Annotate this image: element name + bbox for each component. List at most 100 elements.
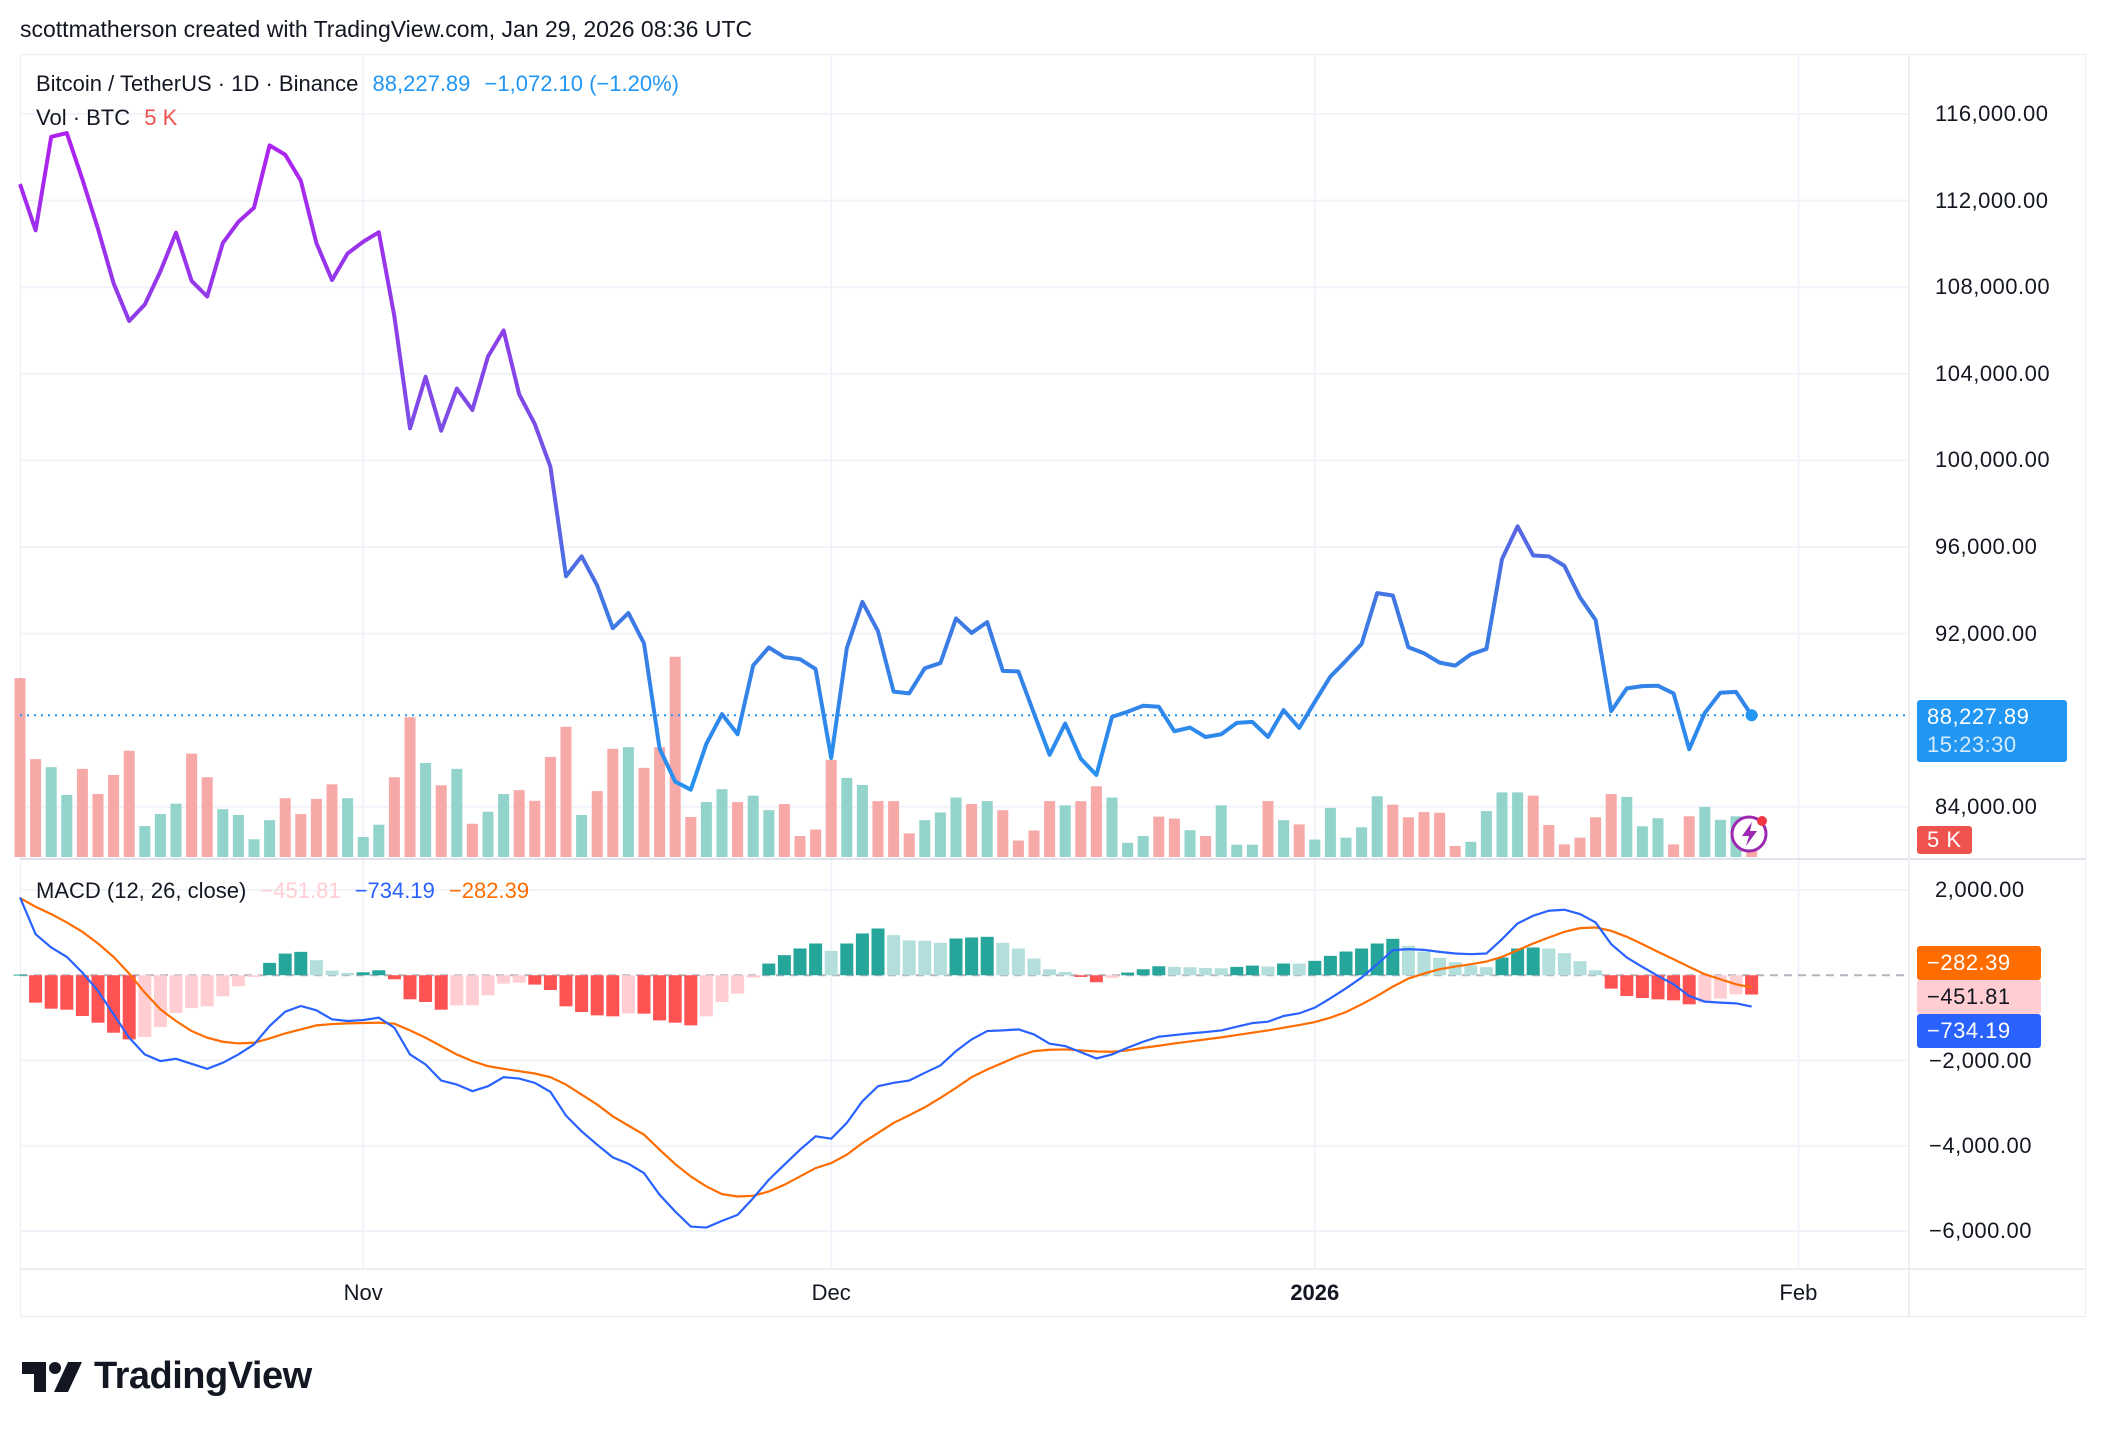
volume-bar [248, 839, 260, 857]
macd-histogram-bar [887, 935, 901, 976]
volume-bar [373, 824, 385, 857]
macd-histogram-bar [746, 975, 760, 978]
volume-bar [872, 801, 884, 857]
volume-bar [420, 763, 432, 857]
macd-histogram-bar [1136, 969, 1150, 976]
volume-bar [1714, 819, 1726, 857]
symbol-name: Bitcoin / TetherUS · 1D · Binance [36, 71, 359, 96]
macd-histogram-bar [1386, 938, 1400, 976]
macd-line-value: −734.19 [354, 878, 435, 903]
volume-legend[interactable]: Vol · BTC 5 K [36, 105, 185, 131]
macd-legend[interactable]: MACD (12, 26, close) −451.81 −734.19 −28… [36, 878, 537, 904]
volume-bar [295, 814, 307, 857]
volume-bar [1090, 786, 1102, 857]
volume-bar [1215, 805, 1227, 857]
macd-histogram-bar [419, 975, 433, 1002]
macd-histogram-bar [1011, 948, 1025, 976]
volume-bar [435, 785, 447, 857]
lightning-alert-icon[interactable] [1729, 812, 1771, 854]
volume-bar [1480, 811, 1492, 857]
macd-histogram-bar [60, 975, 74, 1010]
volume-bar [388, 777, 400, 857]
volume-bar [1512, 792, 1524, 857]
time-label-nov: Nov [343, 1280, 383, 1305]
volume-bar [544, 756, 556, 857]
volume-bar [342, 798, 354, 857]
volume-bar [841, 777, 853, 857]
macd-axis-label: −2,000.00 [1929, 1047, 2032, 1073]
volume-bar [139, 825, 151, 857]
macd-histogram-bar [1745, 975, 1759, 995]
macd-histogram-bar [1417, 951, 1431, 976]
volume-bar [92, 794, 104, 857]
volume-bar [1324, 807, 1336, 857]
macd-histogram-bar [1526, 947, 1540, 976]
macd-histogram-bar [185, 975, 199, 1009]
volume-bar [451, 768, 463, 857]
macd-histogram-bar [75, 975, 89, 1016]
macd-histogram-bar [1105, 975, 1119, 978]
histogram-tag: −451.81 [1917, 980, 2041, 1014]
macd-histogram-bar [1433, 957, 1447, 976]
volume-bar [1012, 840, 1024, 857]
macd-histogram-bar [309, 960, 323, 976]
macd-histogram-bar [465, 975, 479, 1006]
volume-bar [1122, 842, 1134, 857]
macd-histogram-bar [356, 972, 370, 976]
macd-histogram-bar [1542, 948, 1556, 976]
volume-bar [638, 767, 650, 857]
macd-histogram-bar [1479, 967, 1493, 976]
volume-bar [310, 798, 322, 857]
macd-histogram-bar [341, 972, 355, 976]
time-label-dec: Dec [811, 1280, 851, 1305]
macd-histogram-bar [1698, 975, 1712, 1003]
symbol-legend[interactable]: Bitcoin / TetherUS · 1D · Binance 88,227… [36, 71, 687, 97]
macd-histogram-bar [153, 975, 167, 1028]
last-price-dot [1745, 709, 1758, 722]
macd-histogram-bar [247, 975, 261, 977]
tradingview-logo[interactable]: TradingView [22, 1355, 312, 1398]
volume-bar [810, 829, 822, 857]
gridlines [20, 54, 2086, 1317]
macd-histogram-bar [434, 975, 448, 1010]
price-axis-label: 104,000.00 [1935, 360, 2051, 386]
volume-bar [1558, 844, 1570, 857]
volume-bar [1543, 825, 1555, 857]
macd-histogram-bar [871, 928, 885, 976]
volume-bar [1356, 827, 1368, 857]
volume-bar [669, 656, 681, 857]
volume-bar [466, 823, 478, 857]
volume-bar [685, 816, 697, 857]
macd-histogram-bar [1682, 975, 1696, 1005]
price-axis-label: 108,000.00 [1935, 274, 2051, 300]
volume-bar [981, 801, 993, 857]
volume-bar [732, 802, 744, 857]
macd-histogram-bar [1292, 963, 1306, 976]
volume-bar [498, 794, 510, 857]
volume-bar [1246, 844, 1258, 857]
volume-bar [1278, 820, 1290, 857]
volume-bar [1605, 794, 1617, 857]
price-line [18, 131, 1754, 792]
volume-bar [1309, 839, 1321, 857]
volume-bar [279, 798, 291, 857]
macd-histogram-bar [1261, 966, 1275, 976]
volume-bar [1028, 830, 1040, 857]
macd-histogram-bar [387, 975, 401, 980]
volume-bar [170, 803, 182, 857]
macd-histogram-bar [138, 975, 152, 1038]
macd-histogram-bar [715, 975, 729, 1002]
volume-bar [763, 810, 775, 857]
volume-bar [1200, 836, 1212, 857]
macd-histogram-bar [200, 975, 214, 1007]
volume-bar [404, 717, 416, 857]
volume-bar [186, 753, 198, 857]
macd-histogram-bar [169, 975, 183, 1014]
volume-bar [264, 820, 276, 857]
macd-histogram-bar [965, 937, 979, 976]
time-label-feb: Feb [1779, 1280, 1818, 1305]
macd-histogram-bar [1167, 966, 1181, 976]
volume-bar [825, 760, 837, 857]
price-change: −1,072.10 (−1.20%) [484, 71, 680, 96]
